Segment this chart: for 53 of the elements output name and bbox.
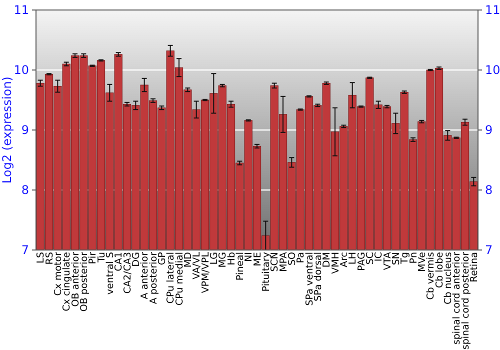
x-tick-label: Retina xyxy=(468,252,480,282)
x-tick-label: VA/VL xyxy=(192,251,203,280)
x-tick-label: CPu medial xyxy=(174,252,186,306)
x-tick-label: A posterior xyxy=(148,252,160,304)
x-tick-label: GP xyxy=(156,252,168,266)
x-tick-label: LG xyxy=(208,252,220,265)
x-tick-label: MD xyxy=(182,252,194,268)
y-tick-label: 7 xyxy=(21,242,29,257)
x-tick-label: SC xyxy=(364,252,376,265)
x-tick-label: IC xyxy=(374,252,385,262)
x-tick-label: Arc xyxy=(338,252,350,268)
x-tick-label: RS xyxy=(44,252,56,265)
x-tick-label: LS xyxy=(36,252,47,264)
x-tick-label: SCN xyxy=(270,252,281,272)
y-tick-label: 10 xyxy=(14,62,29,77)
x-tick-label: Tu xyxy=(96,252,108,264)
y2-tick-label: 9 xyxy=(485,122,493,137)
x-tick-label: Pa xyxy=(296,252,307,264)
x-tick-label: LH xyxy=(348,252,359,264)
x-tick-label: ME xyxy=(252,252,264,266)
y2-tick-label: 8 xyxy=(485,182,493,197)
y-tick-label: 11 xyxy=(14,2,29,17)
x-tick-label: MPA xyxy=(278,252,290,272)
x-tick-label: Tg xyxy=(400,252,411,265)
x-tick-label: MVe xyxy=(416,252,428,272)
x-tick-label: spinal cord posterior xyxy=(460,252,472,350)
x-tick-label: ventral S xyxy=(104,252,116,295)
x-tick-label: Hb xyxy=(226,252,238,266)
y2-tick-label: 10 xyxy=(485,62,500,77)
y-tick-label: 8 xyxy=(21,182,29,197)
x-tick-label: SN xyxy=(390,252,402,266)
x-tick-label: Pineal xyxy=(234,252,246,280)
x-tick-label: CA2/CA3 xyxy=(122,252,134,294)
y2-tick-label: 7 xyxy=(485,242,493,257)
x-tick-label: DG xyxy=(130,252,142,267)
x-tick-label: VMH xyxy=(330,252,342,274)
x-tick-label: CA1 xyxy=(114,252,125,272)
x-tick-label: DM xyxy=(322,252,333,268)
x-tick-label: PAG xyxy=(356,252,368,271)
x-tick-label: SPa dorsal xyxy=(312,252,324,302)
x-tick-label: SO xyxy=(286,252,298,266)
x-tick-label: Cb lobe xyxy=(434,252,446,288)
x-tick-label: Pituitary xyxy=(260,252,272,292)
x-tick-label: NI xyxy=(244,252,255,262)
x-tick-label: Pir xyxy=(88,252,99,264)
x-tick-label: VTA xyxy=(382,252,394,270)
x-tick-label: Cx cingulate xyxy=(62,252,73,312)
y2-tick-label: 11 xyxy=(485,2,500,17)
y-axis-title: Log2 (expression) xyxy=(0,76,14,184)
x-tick-label: VPM/VPL xyxy=(200,251,212,294)
x-tick-label: Pn xyxy=(408,252,420,264)
y-tick-label: 9 xyxy=(21,122,29,137)
x-tick-label: OB posterior xyxy=(78,252,90,312)
